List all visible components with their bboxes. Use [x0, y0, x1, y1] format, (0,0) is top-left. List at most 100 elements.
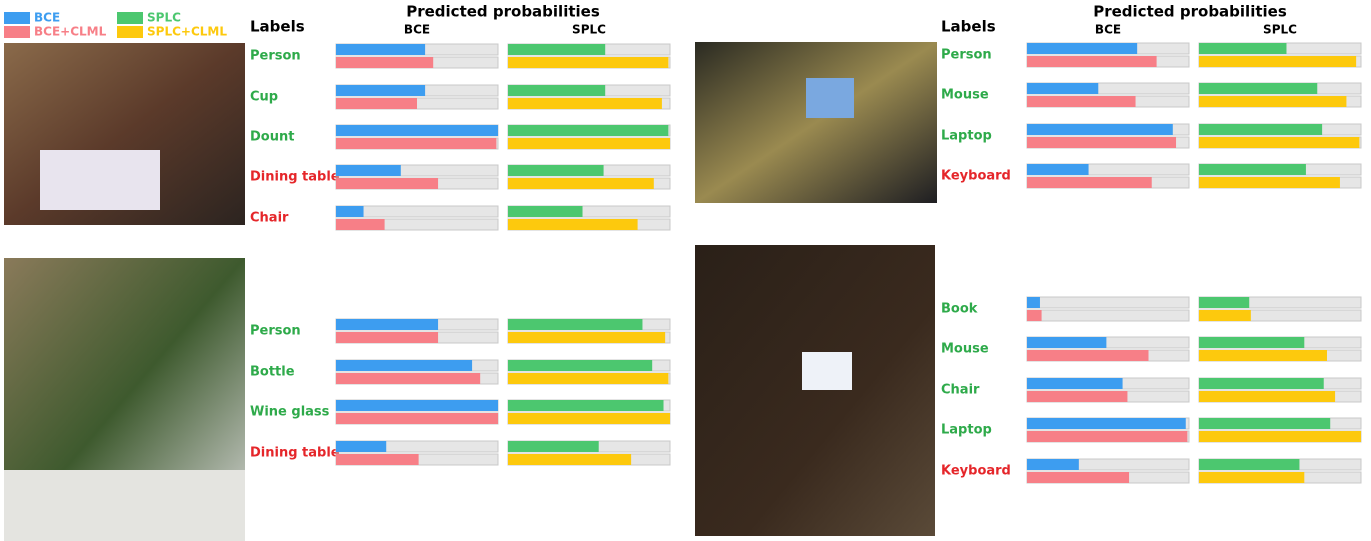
bar [1199, 96, 1347, 107]
bar [336, 85, 426, 96]
legend-swatch [4, 26, 30, 38]
category-label: Person [250, 324, 301, 339]
bar [508, 57, 669, 68]
group-label: BCE [404, 23, 430, 37]
bar [336, 138, 497, 149]
bar [508, 219, 638, 230]
category-label: Person [941, 48, 992, 63]
legend-swatch [117, 26, 143, 38]
bar [1199, 459, 1300, 470]
photo [695, 42, 937, 203]
bar [1027, 43, 1138, 54]
bar [508, 373, 669, 384]
bar [1027, 310, 1042, 321]
bar [1199, 56, 1357, 67]
bar [1199, 378, 1324, 389]
bar [336, 57, 434, 68]
bar [508, 165, 604, 176]
bar [508, 441, 599, 452]
legend-label: BCE [34, 11, 60, 25]
bar [336, 332, 439, 343]
bar [1027, 431, 1188, 442]
bar [336, 319, 439, 330]
bar [1199, 164, 1306, 175]
photo-detail [40, 150, 160, 210]
bar [508, 413, 670, 424]
bar [336, 125, 498, 136]
photo-detail [802, 352, 852, 390]
bar [1027, 96, 1136, 107]
category-label: Chair [250, 211, 289, 226]
photo [695, 245, 935, 536]
bar [1027, 378, 1123, 389]
category-label: Mouse [941, 88, 989, 103]
bar [1199, 337, 1305, 348]
photo-detail [4, 470, 245, 541]
bar [1027, 297, 1040, 308]
chart-title: Predicted probabilities [406, 3, 600, 21]
bar [336, 360, 473, 371]
bar [1199, 350, 1327, 361]
category-label: Dount [250, 130, 294, 145]
category-label: Keyboard [941, 464, 1011, 479]
bar [1199, 297, 1250, 308]
category-label: Mouse [941, 342, 989, 357]
bar [1027, 124, 1173, 135]
bar [508, 138, 670, 149]
bar-track [1026, 296, 1190, 309]
bar [508, 178, 654, 189]
bar [336, 454, 419, 465]
bar [1027, 56, 1157, 67]
bar [1199, 43, 1287, 54]
bar [1027, 350, 1149, 361]
bar [1027, 391, 1128, 402]
group-label: SPLC [1263, 23, 1297, 37]
bar [508, 85, 606, 96]
chart-title: Predicted probabilities [1093, 3, 1287, 21]
category-label: Keyboard [941, 169, 1011, 184]
category-label: Person [250, 49, 301, 64]
bar [336, 400, 498, 411]
bar [508, 206, 583, 217]
bar [508, 125, 669, 136]
bar [1199, 391, 1336, 402]
bar [1027, 83, 1099, 94]
bar [1199, 124, 1323, 135]
category-label: Book [941, 302, 978, 317]
legend-swatch [117, 12, 143, 24]
group-label: BCE [1095, 23, 1121, 37]
category-label: Laptop [941, 129, 992, 144]
bar [1199, 177, 1340, 188]
bar [508, 454, 632, 465]
bar [508, 332, 666, 343]
category-label: Bottle [250, 365, 295, 380]
bar [336, 373, 481, 384]
category-label: Chair [941, 383, 980, 398]
legend-label: SPLC+CLML [147, 25, 227, 39]
category-label: Dining table [250, 170, 340, 185]
bar [1027, 459, 1079, 470]
bar [508, 400, 664, 411]
bar [336, 178, 439, 189]
bar [336, 219, 385, 230]
bar [336, 44, 426, 55]
category-label: Dining table [250, 446, 340, 461]
bar [1199, 418, 1331, 429]
bar [1199, 431, 1361, 442]
bar [1199, 137, 1360, 148]
photos [4, 42, 937, 541]
bar [1027, 337, 1107, 348]
axis-label: Labels [250, 18, 305, 36]
bar [1027, 472, 1130, 483]
axis-label: Labels [941, 18, 996, 36]
bar [336, 206, 364, 217]
bar [1027, 137, 1177, 148]
bar [508, 44, 606, 55]
category-label: Cup [250, 90, 278, 105]
category-label: Laptop [941, 423, 992, 438]
bar [336, 165, 401, 176]
bar [336, 413, 498, 424]
legend-label: BCE+CLML [34, 25, 107, 39]
bar [336, 98, 417, 109]
